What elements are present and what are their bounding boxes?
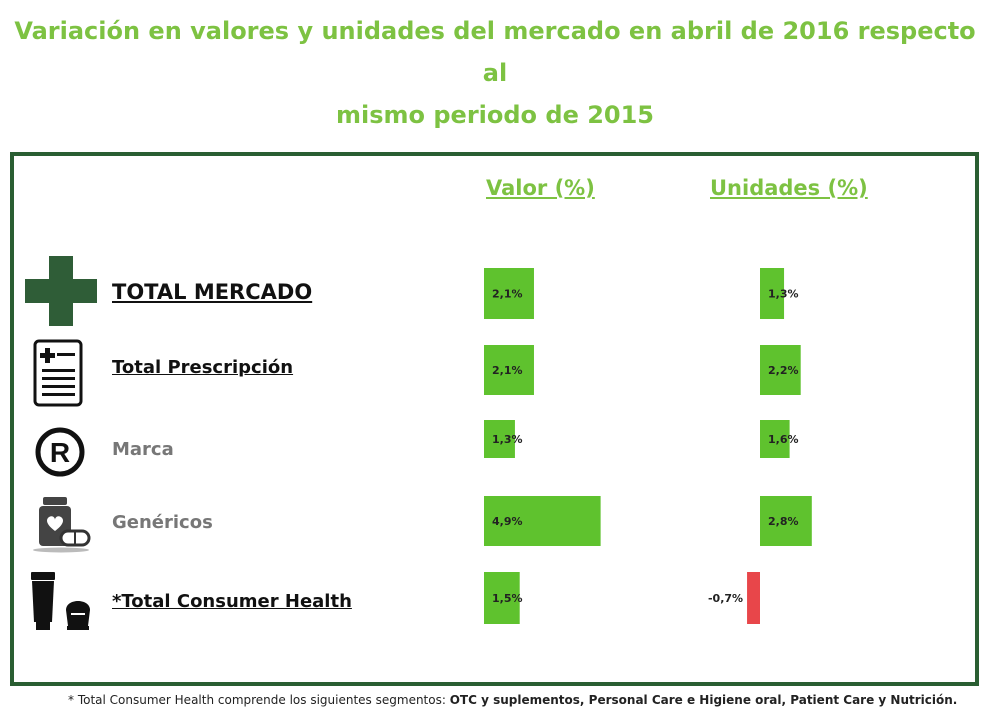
bar-valor-4 <box>484 572 520 624</box>
bar-unidades-1 <box>760 345 801 395</box>
title-line-2: mismo periodo de 2015 <box>335 101 654 129</box>
column-header-valor: Valor (%) <box>486 176 595 200</box>
bar-label-unidades-1: 2,2% <box>768 364 799 377</box>
bar-label-valor-2: 1,3% <box>492 433 523 446</box>
row-label-genericos: Genéricos <box>112 512 213 533</box>
row-label-total-prescripcion: Total Prescripción <box>112 357 294 378</box>
bar-valor-2 <box>484 420 515 458</box>
bar-valor-1 <box>484 345 534 395</box>
bar-label-unidades-2: 1,6% <box>768 433 799 446</box>
prescription-document-icon <box>33 339 83 407</box>
bar-label-unidades-3: 2,8% <box>768 515 799 528</box>
footnote-segments: OTC y suplementos, Personal Care e Higie… <box>449 693 958 707</box>
bar-label-unidades-4: -0,7% <box>708 592 743 605</box>
bar-unidades-0 <box>760 268 785 319</box>
pill-bottle-icon <box>33 497 91 553</box>
pharmacy-cross-icon <box>25 256 97 326</box>
row-label-total-mercado: TOTAL MERCADO <box>112 280 313 304</box>
svg-text:R: R <box>50 437 70 468</box>
bar-unidades-2 <box>760 420 790 458</box>
bar-unidades-3 <box>760 496 812 546</box>
title-line-1: Variación en valores y unidades del merc… <box>14 17 976 87</box>
column-header-unidades: Unidades (%) <box>710 176 868 200</box>
bar-label-valor-3: 4,9% <box>492 515 523 528</box>
bar-label-unidades-0: 1,3% <box>768 288 799 301</box>
registered-trademark-icon: R <box>35 427 85 477</box>
cosmetics-icon <box>31 572 90 630</box>
footnote: * Total Consumer Health comprende los si… <box>68 693 957 707</box>
row-label-total-consumer-health: *Total Consumer Health <box>112 591 352 612</box>
bar-label-valor-0: 2,1% <box>492 288 523 301</box>
chart-title: Variación en valores y unidades del merc… <box>0 10 990 136</box>
bar-label-valor-4: 1,5% <box>492 592 523 605</box>
row-label-marca: Marca <box>112 439 174 460</box>
bar-valor-0 <box>484 268 534 319</box>
footnote-prefix: * Total Consumer Health comprende los si… <box>68 693 450 707</box>
bar-valor-3 <box>484 496 601 546</box>
chart-frame <box>10 152 979 686</box>
bar-label-valor-1: 2,1% <box>492 364 523 377</box>
bar-unidades-4 <box>747 572 760 624</box>
